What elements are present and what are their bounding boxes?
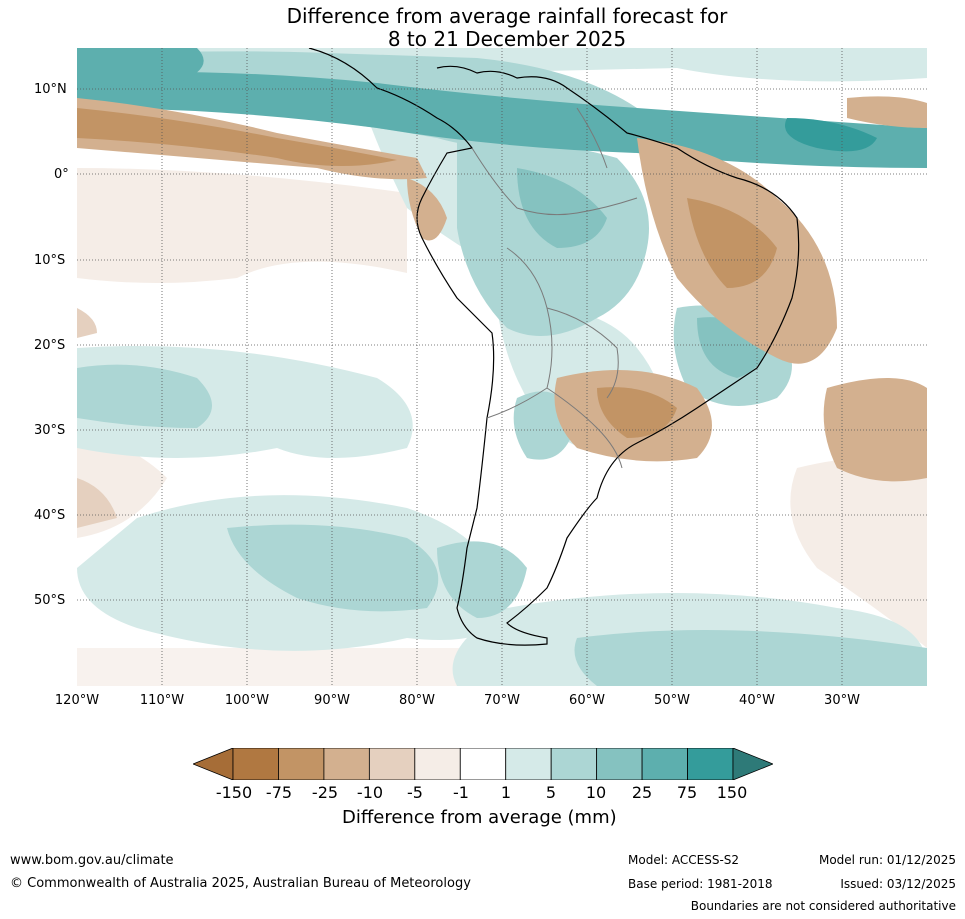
colorbar-box (232, 748, 279, 780)
colorbar-tick-label: -1 (453, 783, 469, 802)
website-link[interactable]: www.bom.gov.au/climate (10, 853, 174, 868)
base-period: Base period: 1981-2018 (628, 877, 773, 891)
rainfall-anomaly-map (77, 48, 927, 686)
country-borders (471, 107, 638, 469)
colorbar-box (505, 748, 552, 780)
boundaries-disclaimer: Boundaries are not considered authoritat… (690, 899, 956, 913)
lon-label-80w: 80°W (399, 693, 435, 708)
model-run-date: Model run: 01/12/2025 (818, 853, 956, 867)
lat-label-40s: 40°S (34, 508, 66, 523)
lon-label-30w: 30°W (824, 693, 860, 708)
lat-label-10n: 10°N (34, 82, 67, 97)
colorbar-tick-label: -25 (311, 783, 339, 802)
colorbar-box (278, 748, 325, 780)
colorbar-tick-label: 10 (585, 783, 607, 802)
colorbar-tick-label: -150 (215, 783, 253, 802)
lat-label-20s: 20°S (34, 338, 66, 353)
colorbar-box (414, 748, 461, 780)
lon-label-110w: 110°W (139, 693, 185, 708)
colorbar-tick-label: 75 (676, 783, 698, 802)
colorbar-tick-label: -10 (356, 783, 384, 802)
lon-label-120w: 120°W (54, 693, 100, 708)
lon-label-100w: 100°W (224, 693, 270, 708)
lat-label-10s: 10°S (34, 253, 66, 268)
wet-regions-dark (77, 48, 927, 378)
copyright-text: © Commonwealth of Australia 2025, Austra… (10, 876, 471, 891)
model-name: Model: ACCESS-S2 (628, 853, 740, 867)
colorbar-box (459, 748, 507, 780)
colorbar-tick-label: -5 (407, 783, 423, 802)
graticule (77, 48, 927, 686)
colorbar-box (550, 748, 598, 780)
colorbar-tick-label: 5 (545, 783, 557, 802)
lat-label-0: 0° (54, 167, 69, 182)
map-title-line2: 8 to 21 December 2025 (387, 27, 627, 51)
lat-label-30s: 30°S (34, 423, 66, 438)
map-title-line1: Difference from average rainfall forecas… (286, 4, 728, 28)
colorbar-extension-high (732, 748, 773, 780)
colorbar-box (596, 748, 643, 780)
lat-label-50s: 50°S (34, 593, 66, 608)
colorbar-box (323, 748, 370, 780)
colorbar-title: Difference from average (mm) (342, 807, 617, 828)
colorbar-box (368, 748, 416, 780)
colorbar-tick-label: 1 (500, 783, 512, 802)
colorbar-box (641, 748, 688, 780)
colorbar-tick-label: -75 (265, 783, 293, 802)
dry-regions (77, 96, 927, 528)
colorbar-box (687, 748, 734, 780)
colorbar-extension-low (193, 748, 234, 780)
lon-label-60w: 60°W (569, 693, 605, 708)
lon-label-50w: 50°W (654, 693, 690, 708)
colorbar-tick-label: 150 (716, 783, 748, 802)
colorbar (193, 748, 773, 780)
colorbar-tick-label: 25 (631, 783, 653, 802)
lon-label-40w: 40°W (739, 693, 775, 708)
lon-label-70w: 70°W (484, 693, 520, 708)
continent-outline (308, 48, 800, 646)
lon-label-90w: 90°W (314, 693, 350, 708)
issued-date: Issued: 03/12/2025 (840, 877, 956, 891)
